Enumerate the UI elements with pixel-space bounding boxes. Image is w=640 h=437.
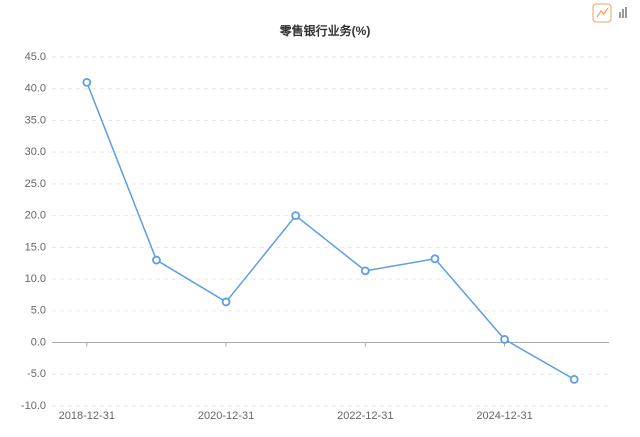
y-tick-label: 10.0 bbox=[25, 273, 46, 285]
bar-view-button[interactable] bbox=[619, 7, 627, 18]
point bbox=[152, 255, 161, 265]
toolbar bbox=[592, 3, 627, 23]
point bbox=[82, 77, 92, 87]
x-tick-label: 2024-12-31 bbox=[476, 410, 532, 422]
x-tick-label: 2018-12-31 bbox=[59, 410, 115, 422]
x-tick-label: 2020-12-31 bbox=[198, 410, 254, 422]
point bbox=[221, 297, 231, 307]
point bbox=[360, 266, 370, 276]
bar-icon bbox=[622, 9, 624, 18]
y-tick-label: -5.0 bbox=[27, 368, 46, 380]
bar-icon bbox=[625, 7, 627, 18]
line-view-button[interactable] bbox=[592, 3, 612, 23]
y-tick-label: 20.0 bbox=[25, 210, 46, 222]
point bbox=[500, 334, 509, 344]
point bbox=[569, 374, 579, 384]
line bbox=[86, 82, 575, 380]
y-tick-label: 25.0 bbox=[25, 178, 46, 190]
y-tick-label: 15.0 bbox=[25, 241, 46, 253]
chart-title: 零售银行业务(%) bbox=[279, 23, 371, 38]
y-tick-label: 30.0 bbox=[25, 146, 46, 158]
y-tick-label: 45.0 bbox=[25, 51, 46, 63]
y-tick-label: 0.0 bbox=[31, 336, 46, 348]
y-tick-label: 35.0 bbox=[25, 114, 46, 126]
y-tick-label: 40.0 bbox=[25, 83, 46, 95]
x-tick-label: 2022-12-31 bbox=[337, 410, 393, 422]
y-tick-label: -10.0 bbox=[21, 400, 46, 412]
point bbox=[430, 254, 440, 264]
point bbox=[291, 211, 301, 221]
bar-icon bbox=[619, 12, 621, 18]
line-icon bbox=[596, 7, 609, 18]
y-tick-label: 5.0 bbox=[31, 305, 46, 317]
